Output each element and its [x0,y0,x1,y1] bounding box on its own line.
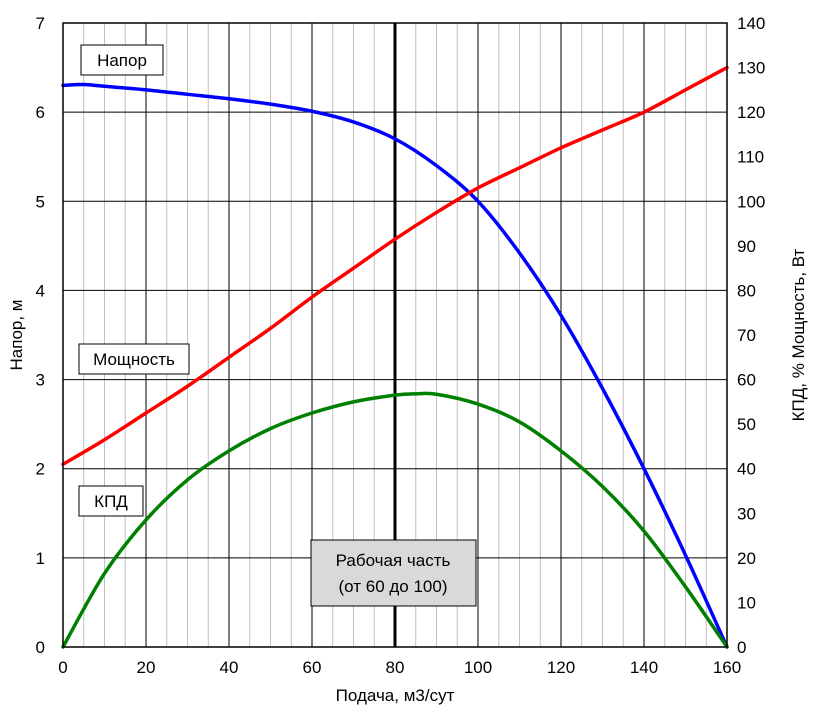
head-label-box [80,44,164,76]
y-left-tick-label: 3 [36,371,45,390]
x-tick-label: 160 [713,658,741,677]
power-label-box [78,343,190,375]
y-left-axis-title: Напор, м [7,300,26,371]
plot-frame [62,22,728,648]
y-right-tick-label: 80 [737,281,756,300]
y-right-tick-label: 120 [737,103,765,122]
x-tick-label: 60 [303,658,322,677]
work-range-line1: Рабочая часть [336,551,451,570]
work-range-box [310,539,477,607]
y-left-tick-label: 1 [36,549,45,568]
y-right-tick-label: 30 [737,504,756,523]
y-right-tick-label: 100 [737,192,765,211]
y-left-tick-label: 2 [36,460,45,479]
x-tick-label: 100 [464,658,492,677]
y-right-tick-label: 70 [737,326,756,345]
y-right-tick-label: 40 [737,460,756,479]
x-tick-label: 20 [137,658,156,677]
y-right-tick-label: 10 [737,593,756,612]
y-left-tick-label: 4 [36,281,45,300]
series-line-power [61,65,729,467]
y-left-tick-label: 5 [36,192,45,211]
x-tick-label: 80 [386,658,405,677]
head-label: Напор [97,51,147,70]
x-tick-label: 40 [220,658,239,677]
x-tick-label: 120 [547,658,575,677]
efficiency-label-box [78,485,144,517]
y-right-tick-label: 140 [737,14,765,33]
y-left-tick-label: 7 [36,14,45,33]
y-right-tick-label: 130 [737,59,765,78]
work-range-line2: (от 60 до 100) [338,577,447,596]
y-right-tick-label: 20 [737,549,756,568]
x-tick-label: 0 [58,658,67,677]
x-axis-title: Подача, м3/сут [336,686,455,705]
curves [61,65,729,649]
y-right-tick-label: 50 [737,415,756,434]
y-left-tick-label: 0 [36,638,45,657]
power-label: Мощность [93,350,175,369]
tick-labels: 0 20 40 60 80 100 120 140 1600123456701020304050… [36,14,766,677]
y-right-tick-label: 90 [737,237,756,256]
y-right-tick-label: 60 [737,371,756,390]
y-right-tick-label: 110 [737,148,764,167]
efficiency-label: КПД [94,492,128,511]
y-right-axis-title: КПД, % Мощность, Вт [789,248,808,421]
series-line-efficiency [61,391,729,649]
y-right-tick-label: 0 [737,638,746,657]
y-left-tick-label: 6 [36,103,45,122]
x-tick-label: 140 [630,658,658,677]
series-line-head [61,82,729,649]
